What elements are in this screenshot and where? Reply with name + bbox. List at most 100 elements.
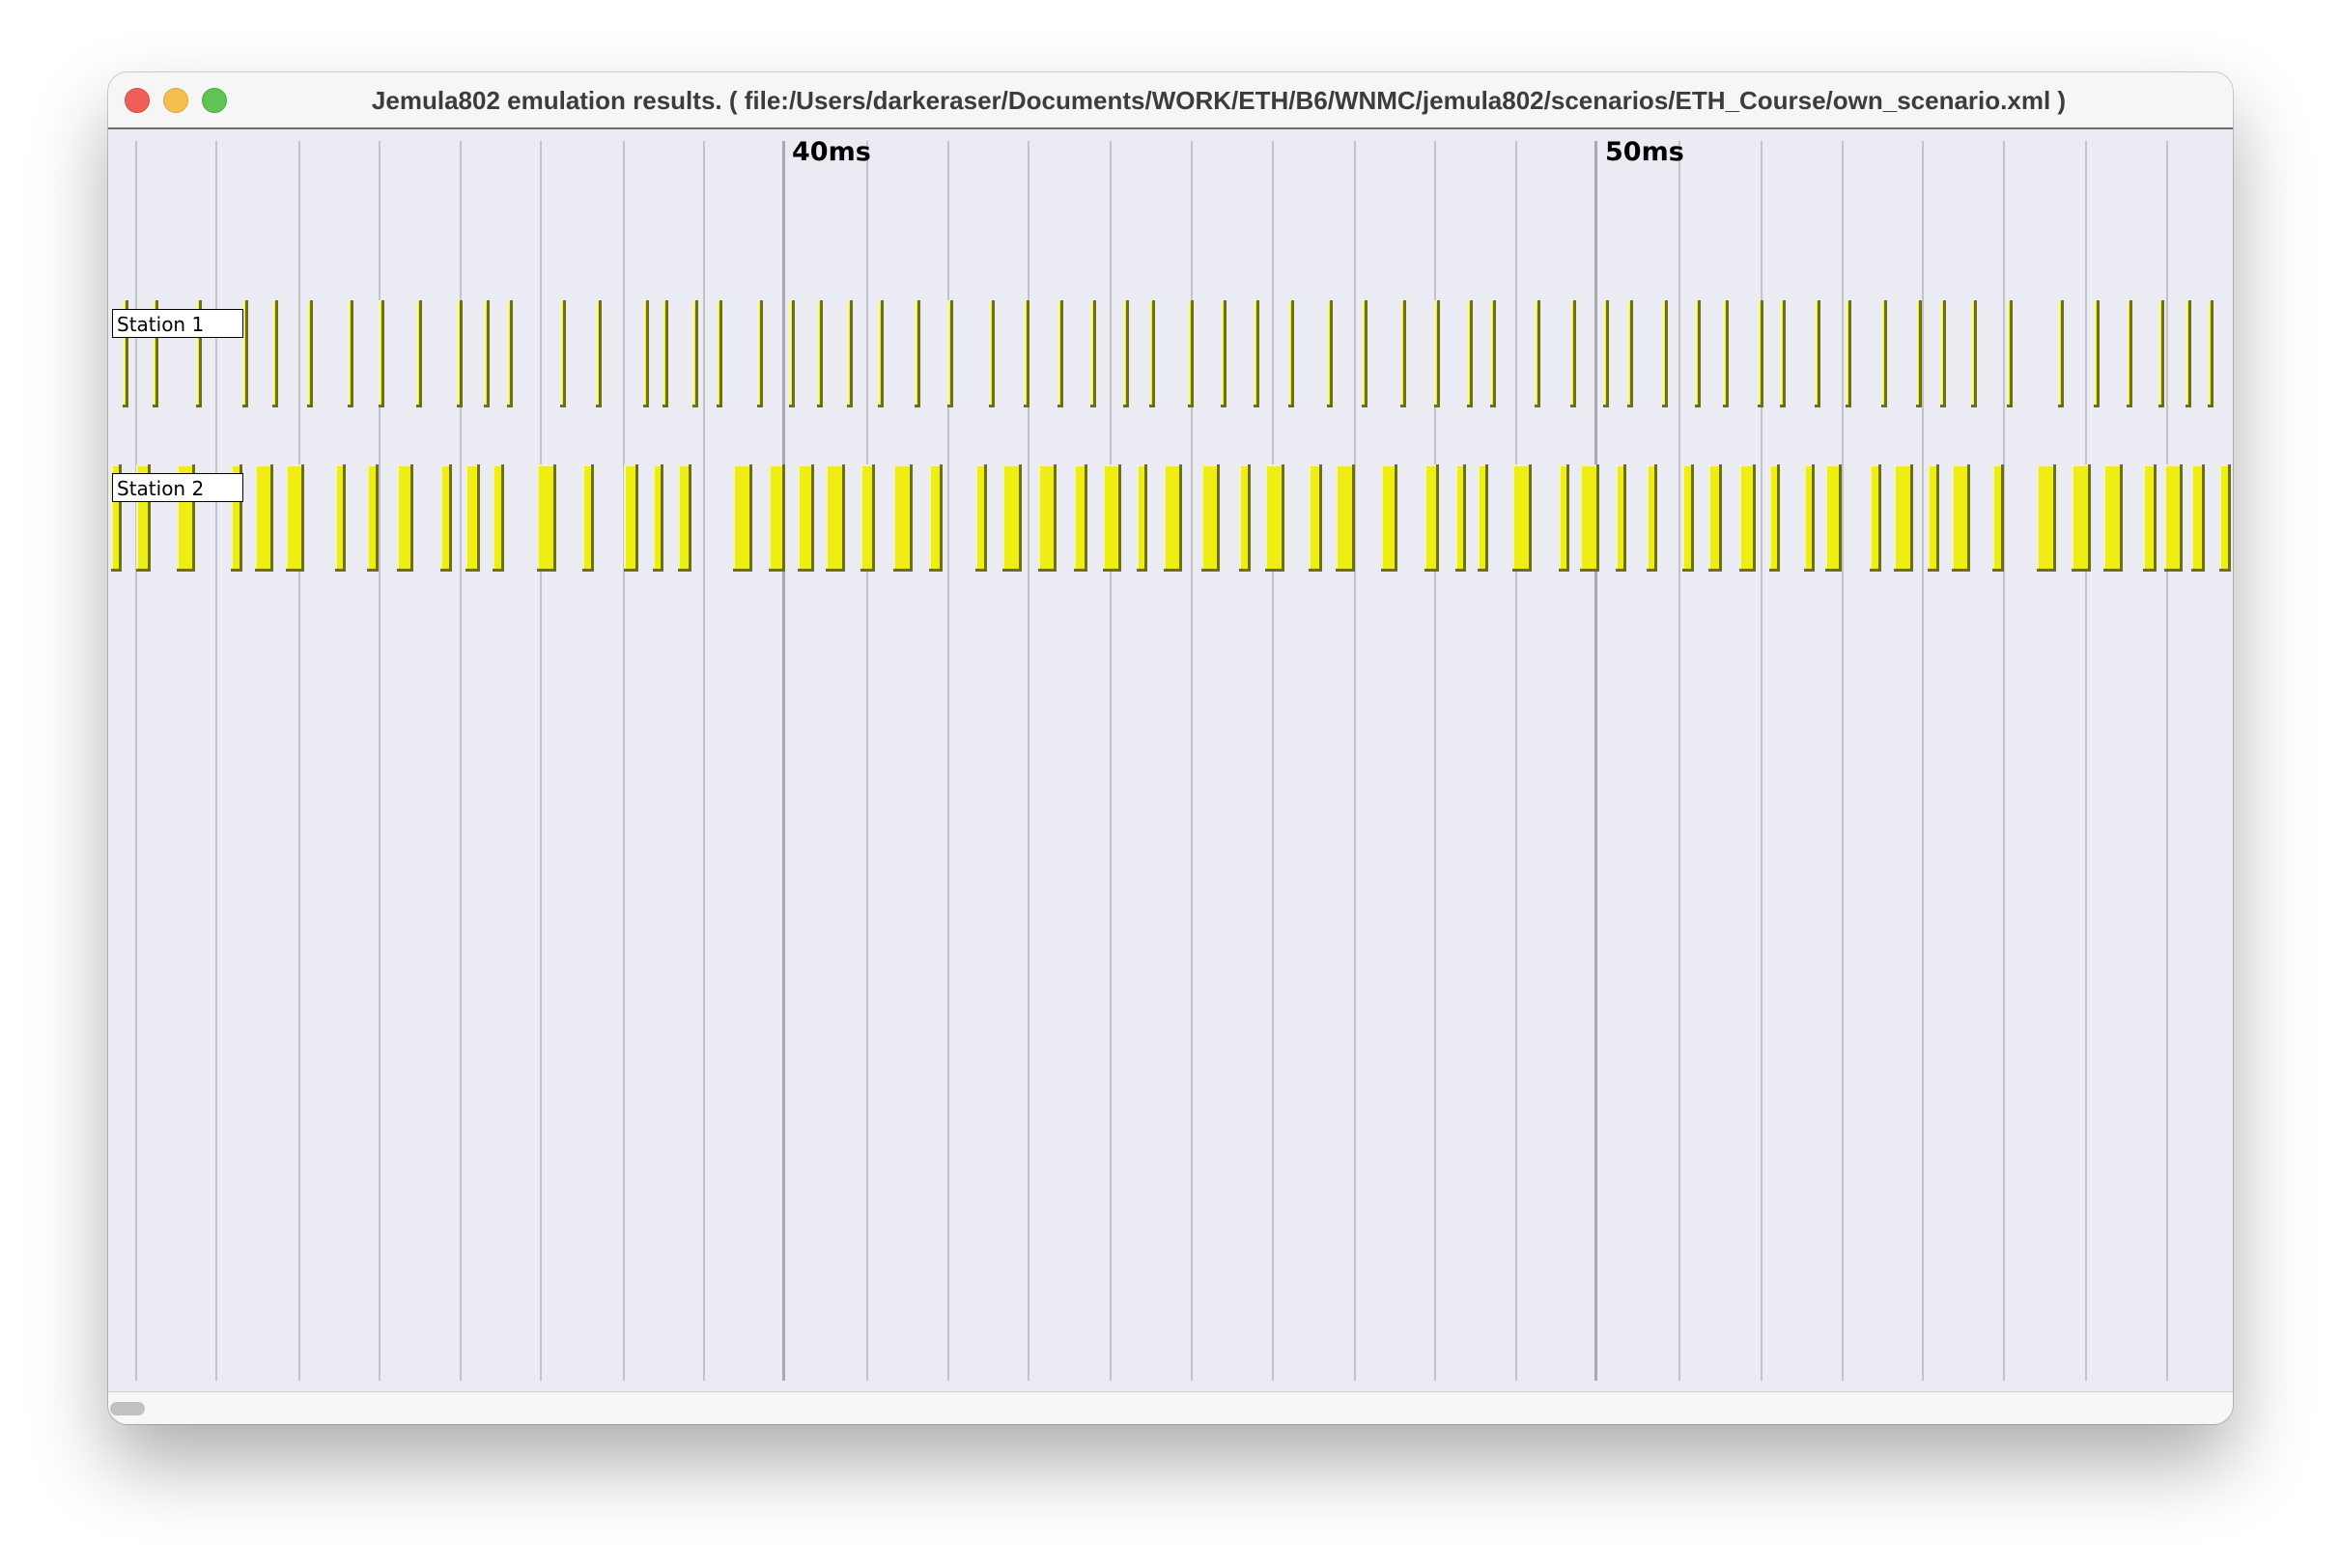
station-1-frame: [2127, 300, 2132, 407]
gridline: [866, 141, 868, 1381]
station-2-frame: [440, 464, 452, 572]
station-2-frame: [2072, 464, 2091, 572]
station-1-frame: [1327, 300, 1333, 407]
station-2-frame: [1103, 464, 1121, 572]
time-label-50ms: 50ms: [1605, 137, 1684, 167]
minimize-button[interactable]: [163, 88, 188, 113]
horizontal-scrollbar[interactable]: [108, 1391, 2233, 1424]
station-2-frame: [653, 464, 663, 572]
station-1-frame: [643, 300, 649, 407]
gridline: [1761, 141, 1763, 1381]
station-1-frame: [1058, 300, 1063, 407]
station-1-frame: [847, 300, 853, 407]
station-2-frame: [893, 464, 913, 572]
station-2-frame: [1580, 464, 1599, 572]
station-1-frame: [2058, 300, 2064, 407]
station-2-frame: [1894, 464, 1913, 572]
gridline: [1922, 141, 1924, 1381]
station-1-frame: [1723, 300, 1729, 407]
gridline: [1272, 141, 1274, 1381]
station-1-frame: [484, 300, 490, 407]
gridline: [540, 141, 542, 1381]
station-2-frame: [1769, 464, 1780, 572]
station-2-frame: [1616, 464, 1626, 572]
station-1-frame: [1467, 300, 1473, 407]
station-2-frame: [2103, 464, 2123, 572]
scroll-thumb[interactable]: [110, 1402, 145, 1415]
station-1-frame: [1758, 300, 1763, 407]
station-1-frame: [1971, 300, 1977, 407]
station-2-frame: [1164, 464, 1182, 572]
gridline: [2085, 141, 2087, 1381]
gridline: [1191, 141, 1193, 1381]
station-2-frame: [826, 464, 845, 572]
station-2-frame: [798, 464, 814, 572]
station-1-frame: [1916, 300, 1922, 407]
station-2-frame: [1992, 464, 2004, 572]
gridline: [1842, 141, 1844, 1381]
station-1-frame: [1881, 300, 1887, 407]
station-1-frame: [1221, 300, 1227, 407]
station-2-frame: [1074, 464, 1087, 572]
station-1-frame: [416, 300, 422, 407]
station-2-frame: [1647, 464, 1657, 572]
station-1-frame: [915, 300, 920, 407]
station-2-frame: [1002, 464, 1022, 572]
station-1-frame: [947, 300, 953, 407]
station-1-frame: [717, 300, 722, 407]
close-button[interactable]: [125, 88, 150, 113]
station-1-frame: [1400, 300, 1406, 407]
station-1-frame: [1627, 300, 1633, 407]
station-1-frame: [692, 300, 698, 407]
station-1-frame: [123, 300, 128, 407]
station-1-frame: [1815, 300, 1820, 407]
station-1-frame: [1780, 300, 1786, 407]
window-title: Jemula802 emulation results. ( file:/Use…: [371, 86, 2067, 115]
station-1-frame: [507, 300, 513, 407]
station-1-frame: [1490, 300, 1496, 407]
station-1-frame: [1188, 300, 1194, 407]
gridline: [215, 141, 217, 1381]
title-bar[interactable]: Jemula802 emulation results. ( file:/Use…: [108, 72, 2233, 129]
station-2-frame: [1825, 464, 1842, 572]
station-1-frame: [2007, 300, 2013, 407]
station-2-frame: [1952, 464, 1970, 572]
gridline: [1515, 141, 1517, 1381]
station-2-frame: [1928, 464, 1939, 572]
station-1-frame: [1434, 300, 1440, 407]
station-1-frame: [307, 300, 313, 407]
station-2-frame: [929, 464, 943, 572]
station-2-frame: [860, 464, 875, 572]
station-2-frame: [1739, 464, 1756, 572]
station-1-frame: [2186, 300, 2191, 407]
station-1-frame: [2158, 300, 2164, 407]
station-label-2: Station 2: [112, 473, 243, 502]
station-label-1: Station 1: [112, 309, 243, 338]
station-2-frame: [1239, 464, 1251, 572]
station-1-frame: [2208, 300, 2214, 407]
station-2-frame: [1478, 464, 1488, 572]
station-1-frame: [242, 300, 248, 407]
station-2-frame: [2143, 464, 2157, 572]
station-1-frame: [272, 300, 278, 407]
station-1-frame: [1254, 300, 1259, 407]
station-2-frame: [769, 464, 785, 572]
gridline: [703, 141, 705, 1381]
station-2-frame: [1870, 464, 1881, 572]
station-2-frame: [582, 464, 594, 572]
station-1-frame: [1662, 300, 1668, 407]
station-1-frame: [348, 300, 353, 407]
gridline: [460, 141, 462, 1381]
station-1-frame: [789, 300, 795, 407]
time-label-40ms: 40ms: [792, 137, 871, 167]
gridline: [1678, 141, 1680, 1381]
zoom-button[interactable]: [202, 88, 227, 113]
station-1-frame: [1570, 300, 1576, 407]
station-2-frame: [1512, 464, 1532, 572]
station-2-frame: [367, 464, 379, 572]
gridline: [782, 141, 785, 1381]
station-1-frame: [1149, 300, 1155, 407]
station-2-frame: [286, 464, 304, 572]
gridline: [1110, 141, 1112, 1381]
station-1-frame: [196, 300, 202, 407]
